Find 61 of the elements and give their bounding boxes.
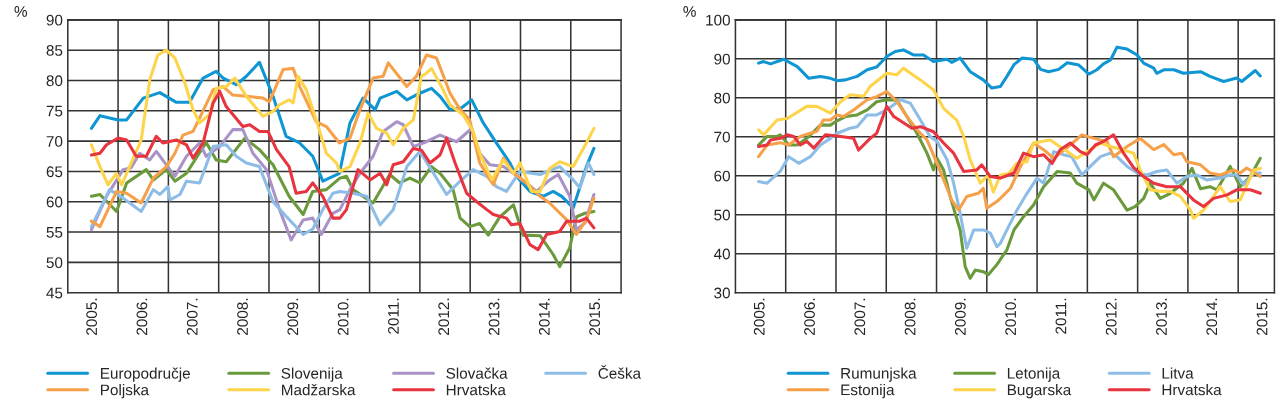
y-tick-label: 45 [46, 287, 63, 299]
x-tick-label: 2009. [954, 298, 966, 335]
x-tick-label: 2006. [136, 298, 148, 335]
x-tick-label: 2012. [1105, 298, 1117, 335]
legend-label: Hrvatska [1162, 384, 1222, 396]
y-tick-label: 75 [46, 105, 63, 117]
x-tick-label: 2010. [337, 298, 349, 335]
x-tick-label: 2013. [1156, 298, 1167, 335]
legend-label: Estonija [841, 384, 895, 399]
legend-label: Rumunjska [841, 367, 917, 382]
x-tick-label: 2007. [186, 298, 198, 335]
x-tick-label: 2006. [804, 298, 815, 335]
line-series [89, 143, 596, 237]
y-tick-label: 80 [714, 92, 730, 104]
x-tick-label: 2015. [589, 298, 601, 335]
y-tick-label: 60 [714, 170, 730, 182]
line-series [757, 45, 1262, 90]
y-tick-label: 90 [714, 53, 730, 65]
line-series [757, 98, 1262, 250]
line-series [89, 48, 596, 193]
x-tick-label: 2011. [388, 298, 399, 334]
line-series [757, 66, 1262, 220]
legend-label: Hrvatska [446, 384, 506, 396]
x-tick-label: 2013. [488, 298, 500, 335]
legend-label: Češka [598, 365, 642, 379]
y-tick-label: 60 [46, 196, 63, 208]
x-tick-label: 2005. [86, 298, 98, 335]
legend-label: Europodručje [101, 367, 190, 382]
y-axis-title: % [683, 6, 696, 17]
y-tick-label: 70 [46, 136, 63, 147]
y-tick-label: 85 [46, 45, 63, 56]
x-tick-label: 2005. [753, 298, 765, 335]
y-tick-label: 50 [714, 209, 730, 221]
x-tick-label: 2012. [438, 298, 450, 335]
legend-label: Litva [1162, 367, 1194, 379]
legend-label: Slovačka [446, 367, 508, 379]
y-tick-label: 30 [714, 287, 730, 299]
line-series [89, 89, 596, 252]
x-tick-label: 2007. [854, 298, 866, 335]
legend-label: Madžarska [282, 384, 356, 396]
x-tick-label: 2014. [538, 298, 550, 335]
y-tick-label: 50 [46, 257, 63, 269]
x-tick-label: 2014. [1206, 298, 1218, 335]
y-tick-label: 65 [46, 166, 63, 178]
x-tick-label: 2015. [1256, 298, 1268, 335]
y-tick-label: 80 [46, 75, 63, 87]
legend-label: Letonija [1007, 367, 1061, 382]
x-tick-label: 2011. [1055, 298, 1067, 334]
y-tick-label: 90 [46, 14, 63, 26]
y-axis-title: % [14, 6, 28, 17]
legend-label: Bugarska [1007, 384, 1072, 399]
x-tick-label: 2010. [1005, 298, 1017, 335]
x-tick-label: 2008. [904, 298, 916, 335]
y-tick-label: 100 [706, 14, 730, 26]
legend-label: Poljska [101, 384, 150, 399]
x-tick-label: 2009. [287, 298, 299, 335]
x-tick-label: 2008. [237, 298, 248, 335]
y-tick-label: 40 [713, 248, 730, 260]
legend-label: Slovenija [281, 367, 343, 382]
y-tick-label: 70 [714, 131, 730, 143]
y-tick-label: 55 [46, 227, 63, 238]
